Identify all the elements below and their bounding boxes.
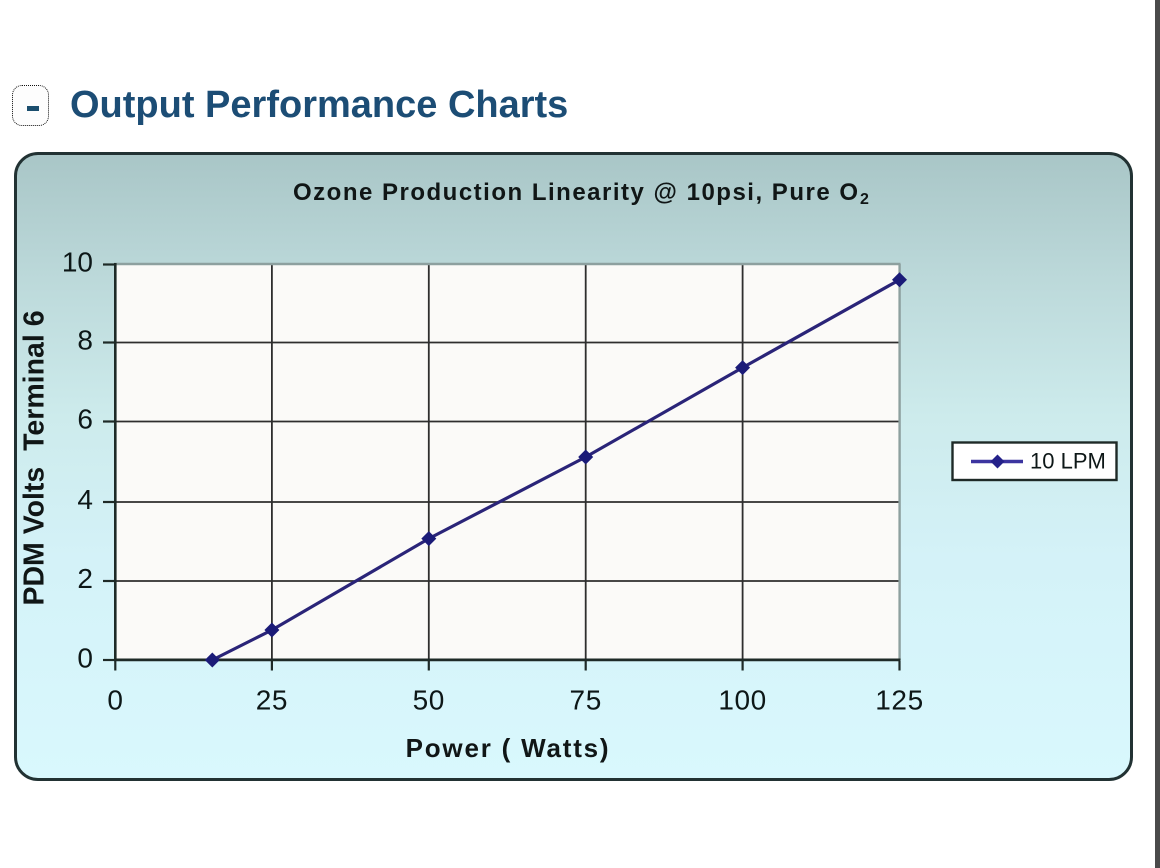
svg-text:0: 0 [77, 642, 93, 673]
svg-text:Power ( Watts): Power ( Watts) [406, 733, 611, 763]
svg-text:Ozone Production Linearity @ 1: Ozone Production Linearity @ 10psi, Pure… [293, 179, 860, 206]
svg-text:50: 50 [413, 685, 445, 716]
svg-text:8: 8 [77, 325, 93, 356]
svg-text:PDM Volts Terminal 6: PDM Volts Terminal 6 [19, 310, 51, 605]
svg-text:2: 2 [860, 191, 869, 208]
svg-text:10 LPM: 10 LPM [1030, 449, 1106, 474]
svg-text:100: 100 [718, 685, 767, 716]
svg-text:75: 75 [570, 685, 602, 716]
svg-text:10: 10 [62, 247, 93, 278]
svg-text:0: 0 [107, 685, 123, 716]
svg-text:2: 2 [77, 563, 93, 594]
svg-text:6: 6 [77, 404, 93, 435]
svg-text:4: 4 [77, 484, 93, 515]
svg-text:125: 125 [875, 685, 924, 716]
svg-text:25: 25 [256, 685, 288, 716]
